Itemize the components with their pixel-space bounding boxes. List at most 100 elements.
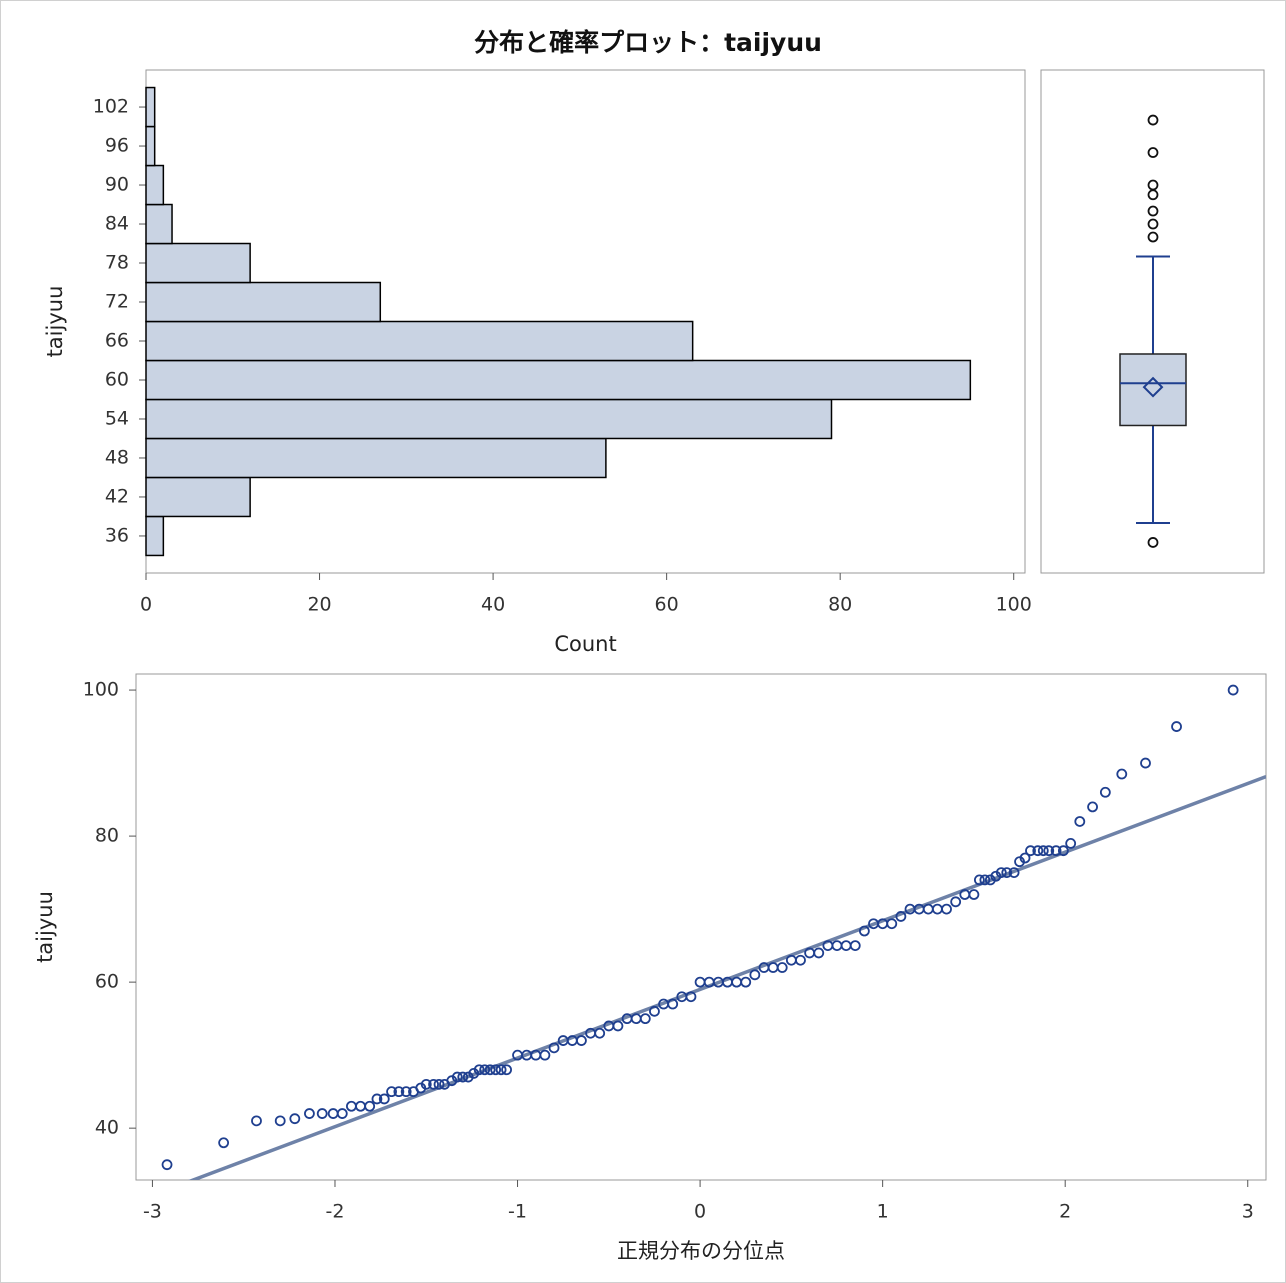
y-tick-label: 40 xyxy=(95,1117,119,1139)
point xyxy=(1116,768,1128,780)
x-tick-label: 1 xyxy=(877,1201,889,1223)
point xyxy=(1037,845,1049,857)
point xyxy=(1065,837,1077,849)
point xyxy=(490,1064,502,1076)
point xyxy=(364,1100,376,1112)
point xyxy=(941,903,952,915)
y-tick-label: 36 xyxy=(105,524,129,546)
point xyxy=(968,889,980,900)
point xyxy=(484,1064,496,1076)
bar xyxy=(145,281,382,323)
point xyxy=(858,925,870,937)
bar xyxy=(145,86,156,128)
point xyxy=(639,1013,651,1025)
y-tick-label: 66 xyxy=(105,329,129,351)
point xyxy=(950,896,962,908)
bar xyxy=(145,242,251,284)
x-tick-label: 0 xyxy=(140,594,152,616)
x-tick-label: 3 xyxy=(1242,1201,1254,1223)
x-tick-label: 2 xyxy=(1059,1201,1071,1223)
x-tick-label: -3 xyxy=(143,1201,162,1223)
y-tick-label: 96 xyxy=(105,135,129,157)
point xyxy=(849,940,861,952)
outlier xyxy=(1147,537,1159,548)
point xyxy=(289,1113,301,1125)
point xyxy=(740,976,752,988)
point xyxy=(1043,845,1055,857)
x-axis-label: 正規分布の分位点 xyxy=(617,1239,785,1263)
point xyxy=(1087,801,1098,813)
point xyxy=(274,1115,286,1127)
point xyxy=(1140,757,1151,769)
y-axis-label: taijyuu xyxy=(33,891,57,963)
point xyxy=(386,1086,397,1098)
outlier xyxy=(1147,179,1159,191)
point xyxy=(420,1078,432,1090)
point xyxy=(776,962,788,973)
point xyxy=(304,1108,315,1119)
point xyxy=(886,918,898,930)
bar xyxy=(145,476,251,518)
point xyxy=(428,1078,439,1090)
point xyxy=(451,1071,463,1083)
point xyxy=(479,1064,491,1076)
bar xyxy=(145,437,607,479)
reference-line xyxy=(188,775,1266,1180)
point xyxy=(251,1115,262,1127)
point xyxy=(548,1042,560,1054)
chart-title: 分布と確率プロット：taijyuu xyxy=(474,28,822,57)
x-axis-label: Count xyxy=(554,632,616,656)
plot-frame xyxy=(1040,69,1265,574)
point xyxy=(594,1027,606,1039)
box xyxy=(1119,353,1187,427)
y-tick-label: 42 xyxy=(105,485,129,507)
y-tick-label: 80 xyxy=(95,825,119,847)
point xyxy=(457,1071,469,1083)
point xyxy=(501,1064,512,1076)
point xyxy=(576,1035,587,1046)
point xyxy=(161,1159,173,1171)
bar xyxy=(145,125,156,167)
point xyxy=(1227,684,1239,696)
x-tick-label: -1 xyxy=(508,1201,527,1223)
point xyxy=(685,991,697,1003)
outlier xyxy=(1147,114,1159,126)
y-tick-label: 90 xyxy=(105,174,129,196)
point xyxy=(433,1078,445,1090)
x-tick-label: 60 xyxy=(655,594,679,616)
bar xyxy=(145,398,833,440)
y-tick-label: 72 xyxy=(105,291,129,313)
point xyxy=(995,867,1007,879)
point xyxy=(371,1093,383,1105)
point xyxy=(979,874,991,886)
x-tick-label: 20 xyxy=(307,594,331,616)
point xyxy=(1025,845,1036,857)
point xyxy=(336,1108,348,1119)
point xyxy=(795,954,806,966)
bar xyxy=(145,515,165,557)
point xyxy=(813,947,825,959)
bar xyxy=(145,203,173,245)
x-tick-label: 80 xyxy=(828,594,852,616)
y-tick-label: 48 xyxy=(105,446,129,468)
point xyxy=(1008,867,1020,879)
mean-marker xyxy=(1142,376,1164,398)
y-tick-label: 54 xyxy=(105,407,129,429)
y-axis-label: taijyuu xyxy=(43,286,67,358)
bar xyxy=(145,359,972,401)
point xyxy=(895,911,907,922)
x-tick-label: 100 xyxy=(996,594,1032,616)
point xyxy=(649,1005,660,1017)
bar xyxy=(145,320,694,362)
outlier xyxy=(1147,218,1159,230)
point xyxy=(1074,816,1086,827)
point xyxy=(400,1086,412,1098)
point xyxy=(539,1049,551,1061)
bar xyxy=(145,164,165,206)
point xyxy=(667,998,679,1010)
outlier xyxy=(1147,231,1159,243)
plot-frame xyxy=(135,673,1267,1181)
y-tick-label: 102 xyxy=(93,96,129,118)
point xyxy=(1171,721,1182,732)
